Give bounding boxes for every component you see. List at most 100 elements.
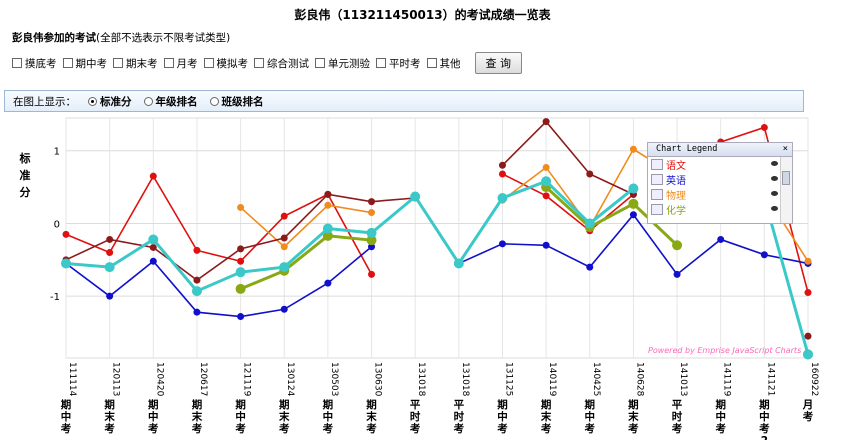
- checkbox-icon[interactable]: [203, 58, 214, 68]
- powered-by-watermark: Powered by Emprise JavaScript Charts: [648, 346, 802, 355]
- data-point: [584, 218, 595, 229]
- legend-title: Chart Legend: [656, 144, 718, 154]
- x-tick-label: 131018: [416, 362, 426, 397]
- data-point: [803, 349, 813, 360]
- checkbox-label: 摸底考: [25, 57, 57, 70]
- data-point: [148, 234, 159, 245]
- close-icon[interactable]: ×: [782, 144, 788, 154]
- data-point: [760, 123, 768, 131]
- display-label: 在图上显示：: [13, 95, 76, 108]
- radio-class-rank[interactable]: 班级排名: [209, 94, 264, 109]
- x-tick-type-label: 考: [148, 422, 159, 435]
- radio-selected-icon[interactable]: [88, 96, 97, 106]
- data-point: [542, 118, 550, 126]
- x-tick-type-label: 2: [761, 435, 768, 440]
- exam-filter-title: 彭良伟参加的考试: [12, 32, 96, 44]
- radio-grade-rank[interactable]: 年级排名: [143, 94, 198, 109]
- x-tick-label: 141121: [765, 362, 775, 396]
- data-point: [804, 332, 812, 340]
- y-axis-char: 分: [19, 186, 31, 199]
- x-tick-type-label: 考: [585, 422, 596, 435]
- legend-item-english[interactable]: 英语: [648, 172, 792, 187]
- data-point: [498, 240, 506, 248]
- y-tick-label: 1: [54, 147, 60, 158]
- radio-label: 标准分: [100, 95, 132, 108]
- filter-checkbox-midterm[interactable]: 期中考: [62, 56, 107, 71]
- checkbox-label: 月考: [176, 57, 198, 70]
- checkbox-icon[interactable]: [376, 58, 386, 68]
- checkbox-icon[interactable]: [113, 58, 123, 68]
- data-point: [672, 240, 683, 251]
- data-point: [104, 262, 115, 273]
- x-tick-type-label: 考: [803, 410, 814, 423]
- filter-checkbox-final[interactable]: 期末考: [113, 56, 158, 71]
- checkbox-icon[interactable]: [254, 58, 264, 68]
- scrollbar-thumb[interactable]: [782, 171, 790, 185]
- data-point: [366, 227, 377, 238]
- eye-icon[interactable]: [771, 176, 778, 181]
- x-tick-type-label: 末: [279, 410, 290, 423]
- legend-item-physics[interactable]: 物理: [648, 187, 792, 202]
- x-tick-type-label: 末: [628, 410, 639, 423]
- filter-checkbox-mock-baseline[interactable]: 摸底考: [12, 56, 57, 71]
- x-tick-label: 140119: [547, 362, 557, 397]
- x-tick-label: 141013: [678, 362, 688, 396]
- filter-checkbox-comprehensive[interactable]: 综合测试: [254, 56, 309, 71]
- radio-icon[interactable]: [209, 96, 219, 106]
- filter-checkbox-mock[interactable]: 模拟考: [203, 56, 248, 71]
- eye-icon[interactable]: [771, 206, 778, 211]
- chart-legend[interactable]: Chart Legend × 语文 英语 物理 化学: [647, 142, 793, 224]
- checkbox-icon[interactable]: [315, 58, 325, 68]
- legend-item-chemistry[interactable]: 化学: [648, 202, 792, 217]
- data-point: [237, 203, 245, 211]
- data-point: [673, 270, 681, 278]
- x-tick-type-label: 考: [323, 422, 334, 435]
- legend-scrollbar[interactable]: [780, 157, 792, 223]
- filter-checkbox-other[interactable]: 其他: [426, 56, 461, 71]
- eye-icon[interactable]: [771, 161, 778, 166]
- radio-standard-score[interactable]: 标准分: [88, 94, 132, 109]
- eye-icon[interactable]: [771, 191, 778, 196]
- x-tick-type-label: 期: [148, 398, 159, 411]
- x-tick-label: 131125: [503, 362, 513, 396]
- line-chart-icon: [651, 204, 663, 215]
- data-point: [322, 223, 333, 234]
- data-point: [498, 170, 506, 178]
- x-tick-type-label: 考: [104, 422, 115, 435]
- x-tick-type-label: 期: [235, 398, 246, 411]
- checkbox-icon[interactable]: [62, 58, 73, 68]
- y-axis-title: 标 准 分: [18, 150, 32, 201]
- x-tick-label: 141119: [722, 362, 732, 397]
- data-point: [106, 249, 114, 257]
- filter-checkbox-monthly[interactable]: 月考: [163, 56, 198, 71]
- y-tick-label: -1: [50, 292, 60, 303]
- checkbox-label: 其他: [439, 57, 461, 70]
- checkbox-icon[interactable]: [12, 58, 22, 68]
- series-line: [545, 185, 679, 247]
- x-tick-type-label: 考: [410, 422, 421, 435]
- checkbox-icon[interactable]: [163, 58, 174, 68]
- data-point: [366, 235, 377, 246]
- x-tick-type-label: 中: [61, 410, 72, 423]
- x-tick-type-label: 中: [759, 410, 770, 423]
- series-line: [240, 234, 372, 291]
- checkbox-icon[interactable]: [426, 58, 437, 68]
- data-point: [628, 198, 639, 209]
- filter-checkbox-unit-test[interactable]: 单元测验: [315, 56, 370, 71]
- query-button[interactable]: 查 询: [474, 52, 522, 74]
- legend-header[interactable]: Chart Legend ×: [648, 143, 792, 157]
- legend-item-chinese[interactable]: 语文: [648, 157, 792, 172]
- x-tick-label: 120113: [111, 362, 121, 396]
- x-tick-type-label: 中: [715, 410, 726, 423]
- radio-icon[interactable]: [143, 96, 153, 106]
- x-tick-type-label: 考: [672, 422, 683, 435]
- data-point: [237, 245, 245, 253]
- x-tick-type-label: 中: [235, 410, 246, 423]
- data-point: [717, 235, 725, 243]
- x-tick-label: 120420: [154, 362, 164, 397]
- x-tick-label: 120617: [198, 362, 208, 396]
- filter-checkbox-regular[interactable]: 平时考: [376, 56, 421, 71]
- data-point: [628, 183, 639, 194]
- x-tick-label: 130630: [373, 362, 383, 397]
- x-tick-label: 140425: [591, 362, 601, 396]
